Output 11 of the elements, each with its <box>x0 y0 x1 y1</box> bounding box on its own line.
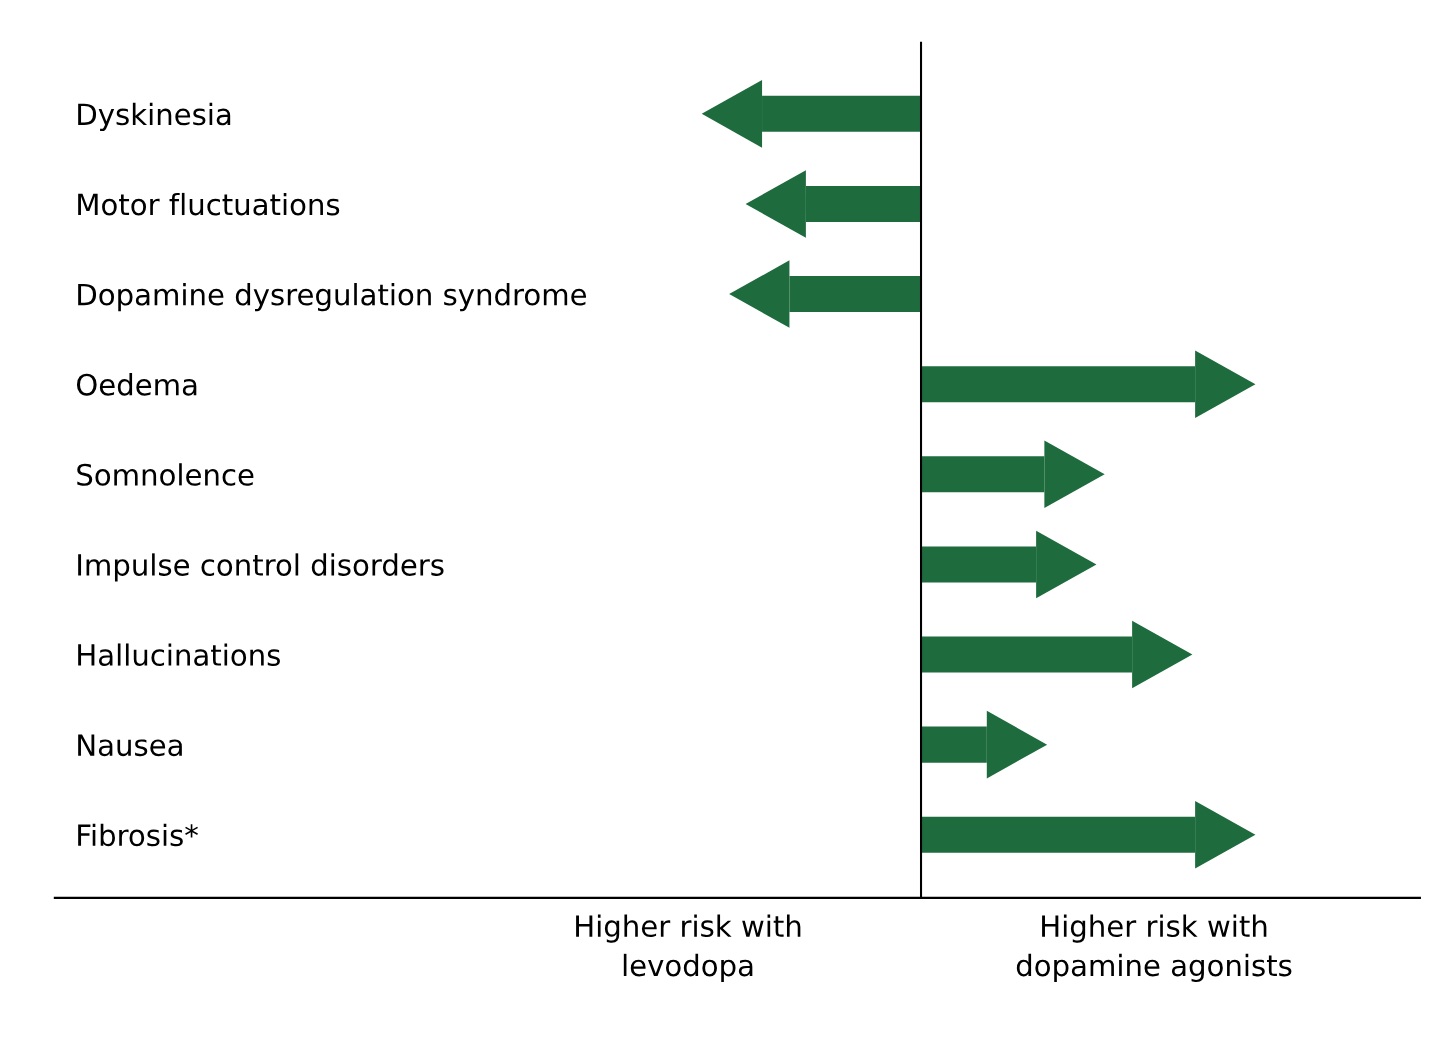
y-tick-label: Somnolence <box>77 463 254 486</box>
y-tick-label: Hallucinations <box>78 643 280 667</box>
y-tick-label: Impulse control disorders <box>78 553 444 582</box>
y-tick-label: Dopamine dysregulation syndrome <box>78 283 587 312</box>
text: Higher risk with dopamine agonists <box>1016 914 1292 983</box>
text: Higher risk with levodopa <box>576 914 801 983</box>
y-tick-label: Nausea <box>78 734 182 757</box>
y-tick-label: Motor fluctuations <box>78 192 340 216</box>
y-tick-label: Oedema <box>76 373 197 396</box>
y-tick-label: Dyskinesia <box>78 102 231 131</box>
y-tick-label: Fibrosis* <box>78 823 198 847</box>
